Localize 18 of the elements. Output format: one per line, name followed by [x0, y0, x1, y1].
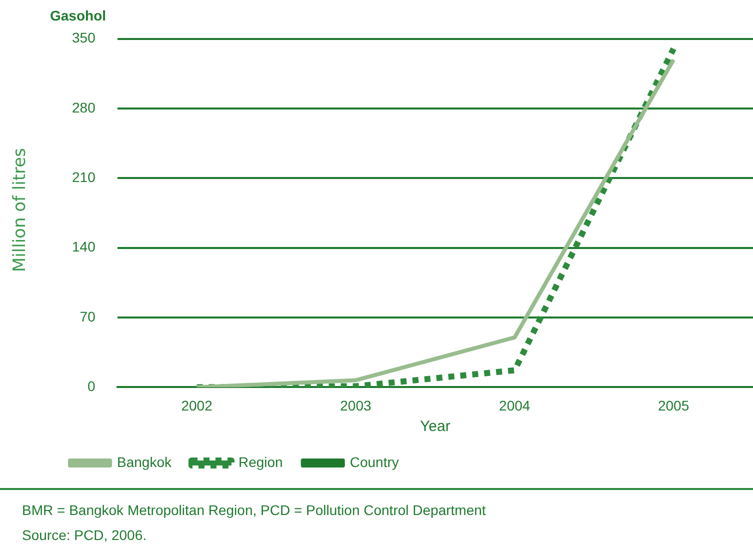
- x-axis-title: Year: [420, 418, 450, 436]
- text: BMR = Bangkok Metropolitan Region, PCD = Pollution Control Department: [21, 501, 487, 520]
- x-tick-label: 2005: [658, 397, 690, 414]
- legend-label: Country: [350, 454, 399, 470]
- x-tick-label: 2004: [499, 397, 530, 414]
- y-tick-label: 140: [72, 238, 96, 255]
- y-tick-label: 280: [72, 99, 96, 116]
- chart-title: Gasohol: [50, 7, 106, 24]
- y-tick-label: 210: [72, 169, 96, 186]
- legend-label: Region: [238, 454, 283, 470]
- legend-label: Bangkok: [117, 454, 172, 470]
- y-tick-label: 70: [80, 308, 96, 324]
- y-tick-label: 0: [88, 378, 96, 394]
- y-tick-label: 350: [72, 30, 96, 46]
- x-tick-label: 2003: [340, 397, 372, 414]
- source-note: Source: PCD, 2006.: [21, 526, 148, 545]
- x-tick-label: 2002: [181, 397, 213, 414]
- y-axis-title: Million of litres: [10, 147, 30, 274]
